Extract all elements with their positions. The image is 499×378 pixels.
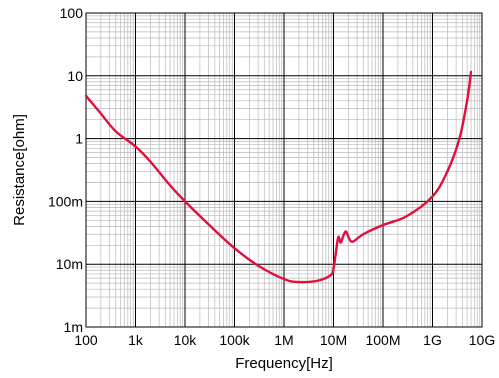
x-tick-label: 100M [365, 332, 400, 348]
y-tick-label: 1 [75, 131, 83, 147]
y-tick-label: 100m [48, 193, 83, 209]
y-tick-label: 10m [56, 256, 83, 272]
plot-frame [85, 12, 483, 328]
x-tick-label: 100 [74, 332, 98, 348]
x-tick-label: 10M [320, 332, 347, 348]
y-tick-labels: 1m 10m 100m 1 10 100 [48, 5, 83, 335]
x-tick-label: 100k [219, 332, 250, 348]
y-tick-label: 10 [67, 68, 83, 84]
x-axis-label: Frequency[Hz] [235, 355, 333, 372]
y-tick-label: 1m [64, 319, 83, 335]
x-tick-label: 1M [274, 332, 293, 348]
y-axis-label: Resistance[ohm] [11, 114, 28, 226]
x-tick-label: 1G [423, 332, 442, 348]
x-tick-label: 10k [174, 332, 198, 348]
x-tick-label: 10G [469, 332, 495, 348]
y-tick-label: 100 [60, 5, 84, 21]
x-tick-label: 1k [128, 332, 144, 348]
x-tick-labels: 100 1k 10k 100k 1M 10M 100M 1G 10G [74, 332, 495, 348]
resistance-series-line [84, 70, 473, 284]
